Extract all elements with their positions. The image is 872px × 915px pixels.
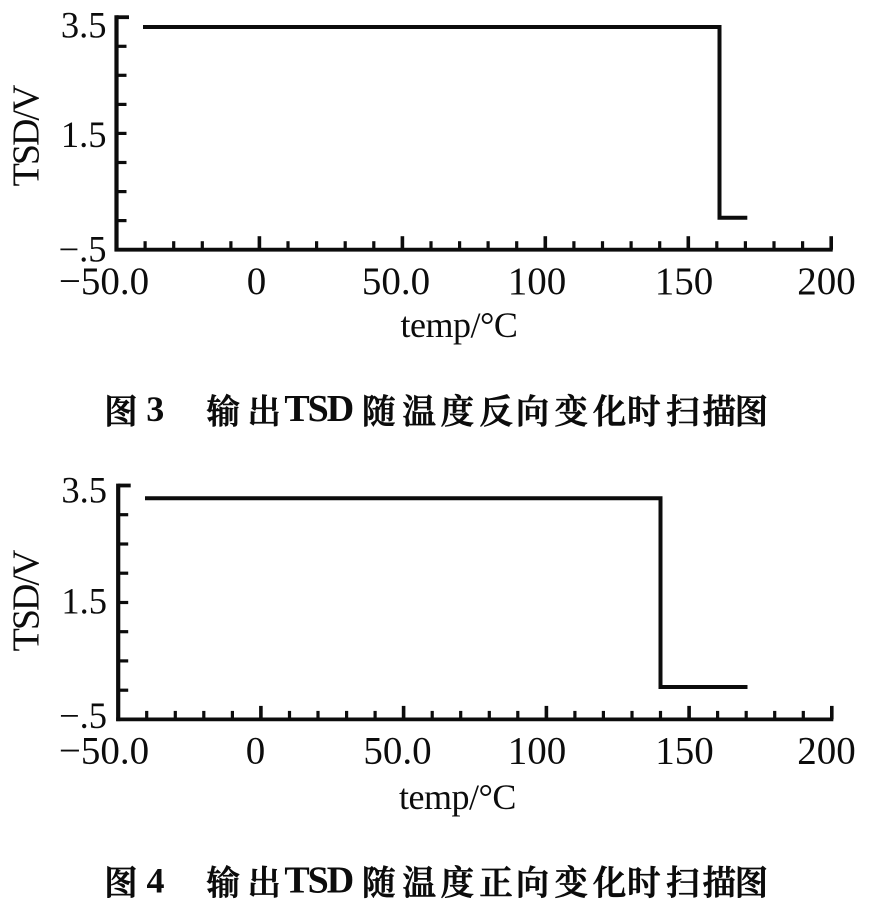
svg-text:TSD/V: TSD/V (6, 84, 48, 186)
svg-text:0: 0 (246, 730, 266, 773)
svg-text:4: 4 (147, 860, 165, 900)
svg-text:200: 200 (797, 730, 856, 773)
svg-text:3: 3 (146, 389, 164, 429)
svg-text:50.0: 50.0 (362, 260, 430, 303)
svg-text:−50.0: −50.0 (59, 260, 149, 303)
svg-text:0: 0 (247, 260, 267, 303)
svg-text:3.5: 3.5 (61, 4, 107, 45)
svg-text:TSD/V: TSD/V (6, 549, 48, 651)
svg-text:200: 200 (797, 260, 856, 303)
svg-text:temp/°C: temp/°C (401, 305, 518, 345)
svg-text:temp/°C: temp/°C (399, 777, 516, 817)
svg-text:1.5: 1.5 (61, 114, 107, 155)
svg-text:TSD: TSD (284, 388, 352, 430)
svg-text:150: 150 (655, 260, 714, 303)
svg-text:100: 100 (508, 260, 567, 303)
svg-text:−.5: −.5 (59, 695, 107, 736)
svg-text:50.0: 50.0 (363, 730, 431, 773)
svg-text:TSD: TSD (284, 859, 352, 901)
svg-text:−.5: −.5 (59, 228, 107, 269)
svg-text:150: 150 (655, 730, 714, 773)
svg-text:3.5: 3.5 (61, 469, 107, 510)
svg-text:100: 100 (508, 730, 567, 773)
svg-text:−50.0: −50.0 (59, 730, 149, 773)
svg-text:1.5: 1.5 (61, 580, 107, 621)
